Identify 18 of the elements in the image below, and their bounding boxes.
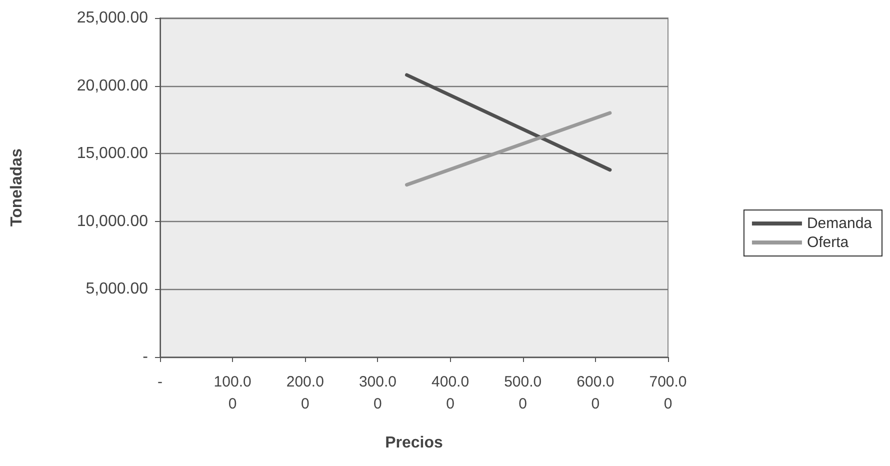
y-axis-title: Toneladas (8, 148, 26, 226)
x-axis-title: Precios (385, 434, 444, 452)
y-tick-label: - (142, 348, 148, 366)
x-tick-label: 400.00 (432, 374, 470, 412)
y-tick-label: 5,000.00 (86, 280, 148, 298)
x-tick-label: 200.00 (286, 374, 324, 412)
x-tick-label: 700.00 (649, 374, 687, 412)
x-tick-label: 500.00 (504, 374, 542, 412)
y-tick-label: 20,000.00 (76, 77, 148, 94)
y-tick-label: 15,000.00 (76, 145, 148, 162)
x-tick-label: 600.00 (576, 374, 614, 412)
x-tick-label: 300.00 (358, 374, 396, 412)
y-tick-label: 10,000.00 (76, 212, 148, 230)
y-tick-label: 25,000.00 (76, 10, 148, 26)
x-tick-label: 100.00 (214, 374, 252, 412)
legend-label: Oferta (806, 234, 850, 251)
legend-label: Demanda (806, 215, 873, 232)
x-tick-label: - (158, 374, 162, 390)
